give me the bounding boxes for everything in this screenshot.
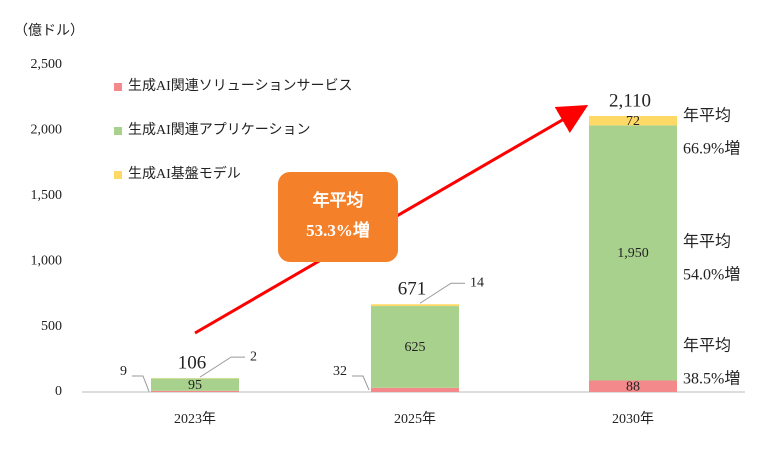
total-label: 671	[398, 279, 427, 300]
y-tick-label: 2,500	[31, 57, 63, 72]
bar-segment	[371, 387, 459, 392]
y-tick-label: 0	[55, 384, 62, 399]
unit-label: （億ドル）	[14, 23, 84, 39]
leader-line	[352, 375, 370, 391]
data-label: 625	[405, 340, 426, 355]
x-tick-label: 2025年	[394, 411, 436, 427]
data-label: 2	[250, 349, 257, 364]
leader-line	[199, 356, 245, 378]
x-tick-label: 2023年	[174, 411, 216, 427]
y-tick-label: 1,500	[31, 188, 63, 203]
data-label: 1,950	[617, 246, 649, 261]
bar-segment	[151, 378, 239, 391]
y-tick-label: 500	[41, 319, 62, 334]
overall-growth-label: 年平均	[313, 190, 364, 210]
bar-segment	[589, 116, 677, 126]
total-label: 2,110	[609, 90, 651, 111]
bar-segment	[589, 380, 677, 392]
growth-label: 66.9%増	[683, 140, 740, 158]
data-label: 95	[188, 378, 202, 393]
growth-label: 54.0%増	[683, 266, 740, 284]
growth-label: 年平均	[683, 233, 731, 251]
bar-segment	[371, 304, 459, 307]
overall-growth-label: 53.3%増	[306, 220, 370, 240]
total-label: 106	[178, 352, 207, 373]
bar-segment	[589, 125, 677, 381]
data-label: 9	[120, 364, 127, 379]
growth-label: 38.5%増	[683, 370, 740, 388]
legend-swatch	[114, 83, 122, 91]
legend-label: 生成AI関連ソリューションサービス	[128, 78, 353, 94]
bar-segment	[151, 390, 239, 392]
legend-swatch	[114, 171, 122, 179]
data-label: 14	[470, 275, 484, 290]
leader-line	[419, 282, 465, 304]
y-tick-label: 2,000	[31, 123, 63, 138]
legend-swatch	[114, 127, 122, 135]
y-tick-label: 1,000	[31, 253, 63, 268]
growth-label: 年平均	[683, 337, 731, 355]
growth-box	[278, 172, 398, 262]
leader-line	[132, 375, 150, 392]
growth-label: 年平均	[683, 107, 731, 125]
data-label: 88	[626, 379, 640, 394]
data-label: 72	[626, 114, 640, 129]
legend-label: 生成AI基盤モデル	[128, 165, 241, 182]
data-label: 32	[333, 364, 347, 379]
legend-label: 生成AI関連アプリケーション	[128, 122, 311, 138]
bar-segment	[371, 306, 459, 388]
x-tick-label: 2030年	[612, 411, 654, 427]
